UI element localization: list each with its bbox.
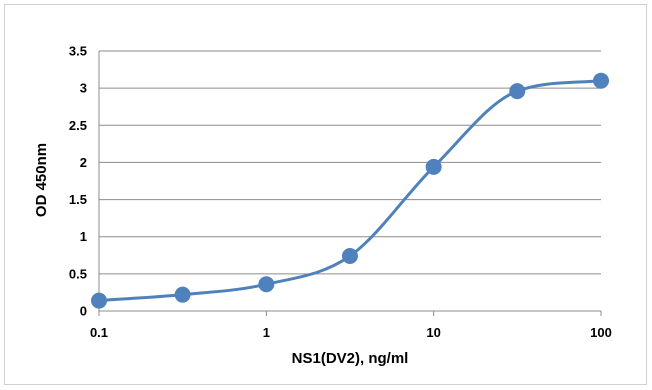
chart-frame: [4, 4, 647, 385]
data-point-6: [593, 72, 609, 89]
y-axis-label: OD 450nm: [33, 143, 50, 217]
series-points: [91, 72, 609, 309]
x-tick-labels: 0.1 1 10 100: [90, 325, 612, 340]
y-tick-label-2: 1: [80, 229, 87, 244]
data-point-0: [91, 292, 107, 309]
x-axis-label: NS1(DV2), ng/ml: [292, 350, 409, 367]
y-tick-label-0: 0: [80, 304, 87, 319]
x-tick-label-3: 100: [590, 325, 612, 340]
y-tick-label-5: 2.5: [69, 118, 87, 133]
x-tick-label-0: 0.1: [90, 325, 108, 340]
y-tick-label-3: 1.5: [69, 192, 87, 207]
y-tick-label-4: 2: [80, 155, 87, 170]
data-point-1: [174, 286, 191, 303]
x-tick-label-1: 1: [263, 325, 270, 340]
data-point-3: [341, 248, 358, 265]
y-tick-label-6: 3: [80, 81, 87, 96]
y-tick-label-7: 3.5: [69, 44, 87, 59]
x-tick-label-2: 10: [426, 325, 440, 340]
data-point-4: [425, 158, 442, 175]
y-tick-labels: 0 0.5 1 1.5 2 2.5 3 3.5: [69, 44, 87, 319]
gridlines: [99, 50, 601, 275]
y-tick-label-1: 0.5: [69, 266, 87, 281]
axes: [98, 51, 602, 316]
data-point-2: [258, 276, 275, 293]
series-line: [98, 79, 602, 303]
data-point-5: [509, 83, 526, 100]
